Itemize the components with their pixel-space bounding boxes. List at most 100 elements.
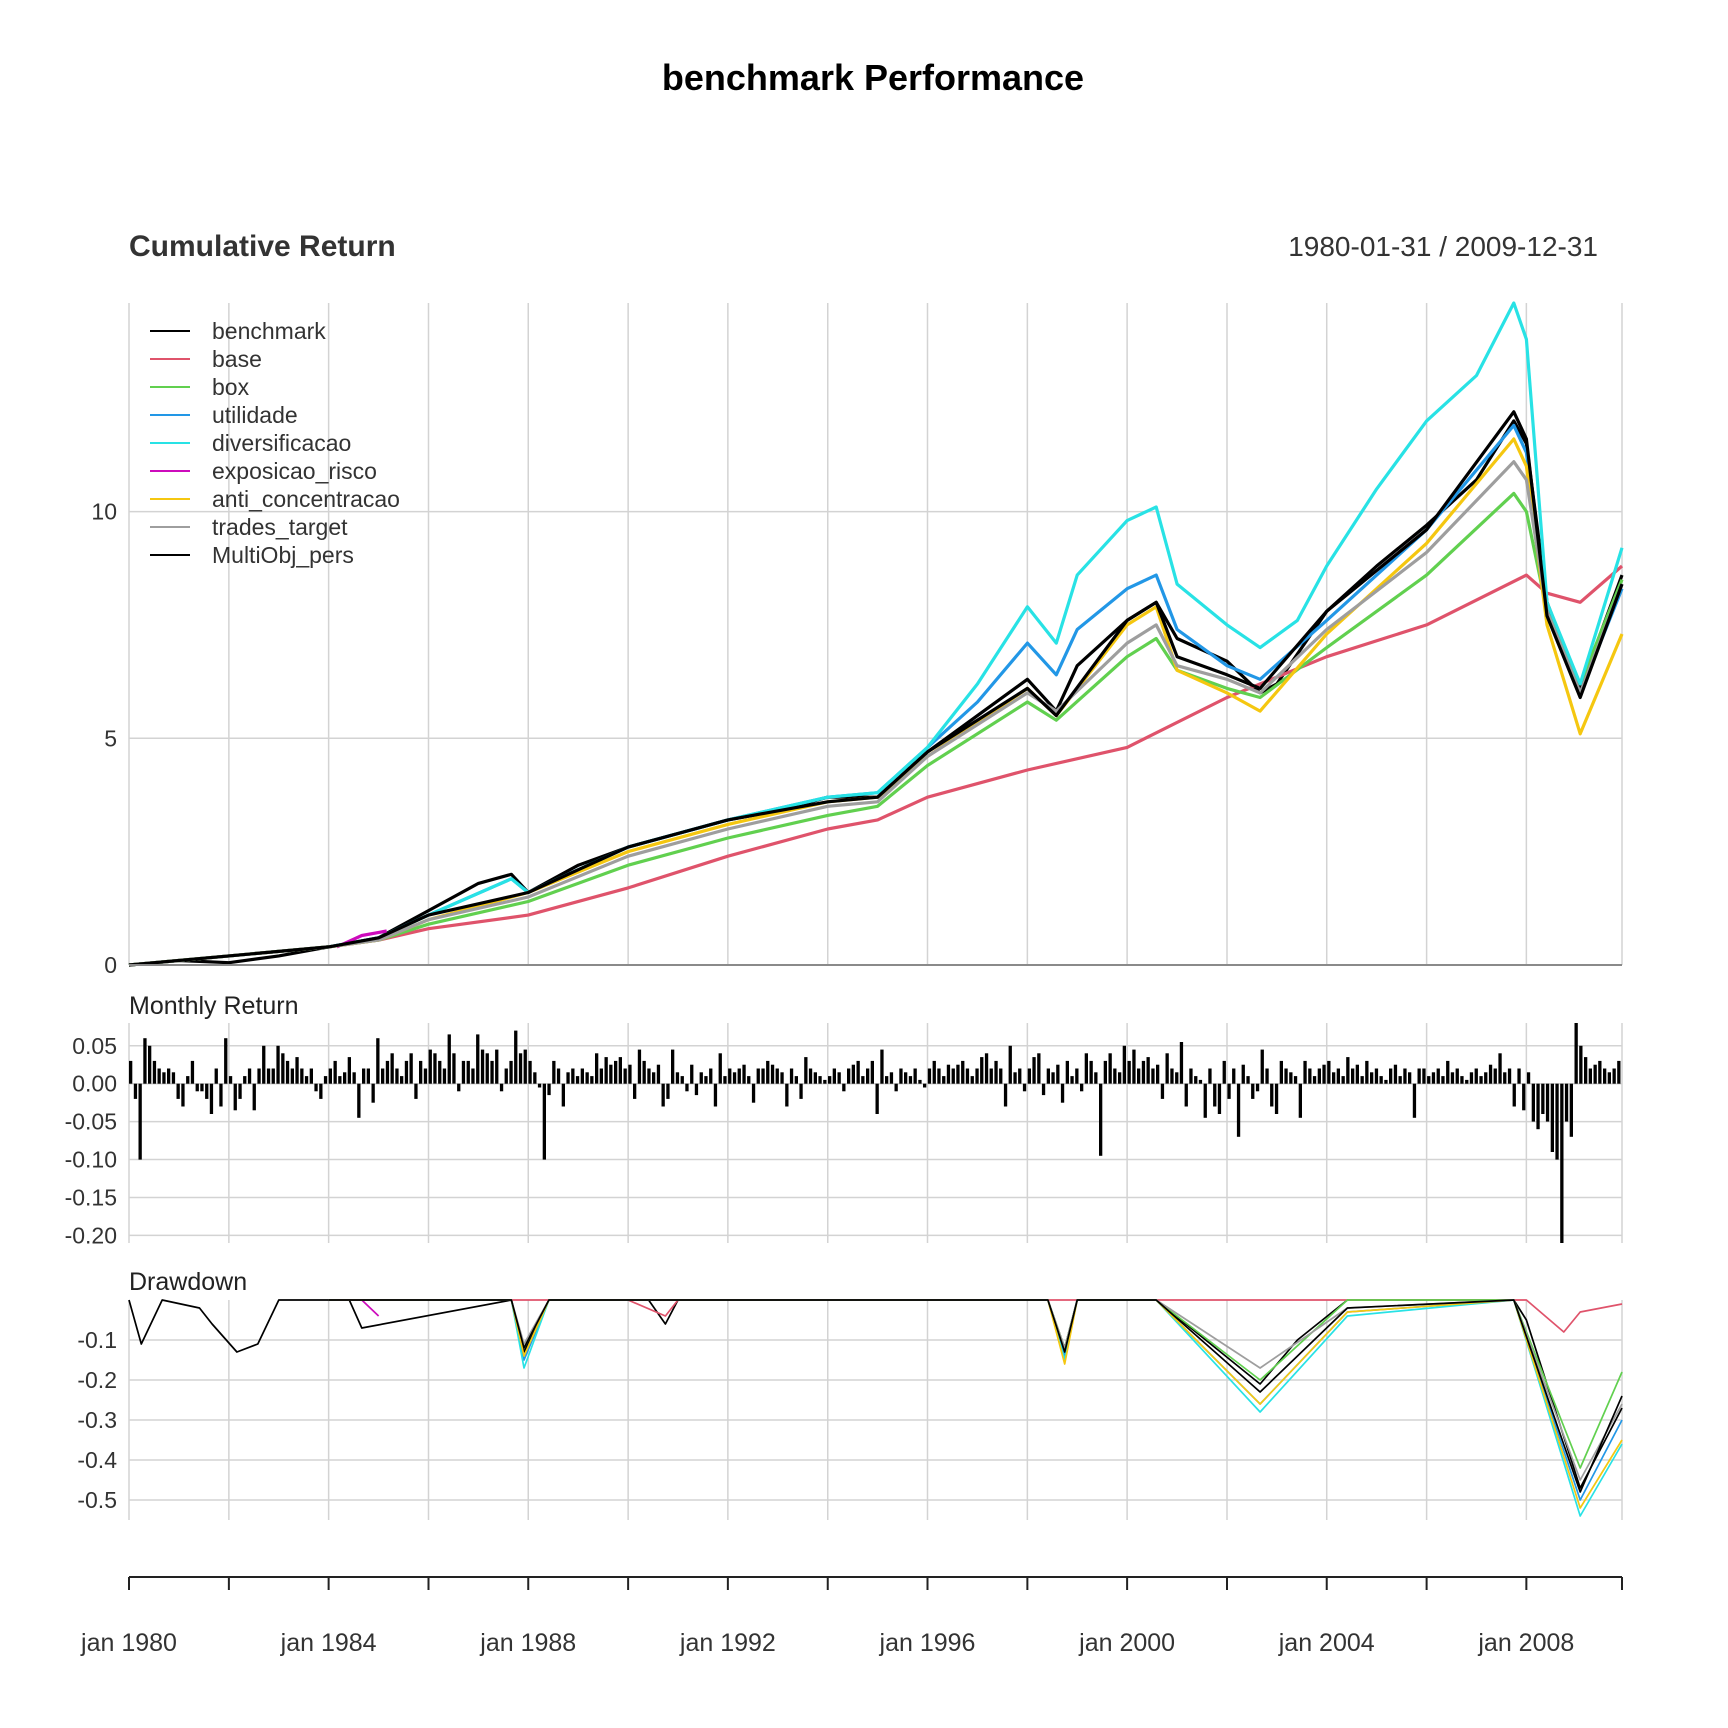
monthly-return-bar [371, 1083, 375, 1103]
monthly-return-bar [1037, 1053, 1041, 1084]
monthly-return-bar [647, 1068, 651, 1084]
monthly-return-bar [984, 1053, 989, 1084]
monthly-return-bar [661, 1083, 665, 1107]
monthly-return-bar [875, 1083, 879, 1114]
monthly-return-bar [1526, 1072, 1531, 1084]
monthly-return-bar [975, 1068, 979, 1084]
monthly-return-bar [637, 1049, 642, 1084]
monthly-return-bar [1446, 1060, 1450, 1084]
monthly-return-bar [1113, 1068, 1117, 1084]
monthly-return-bar [1474, 1068, 1478, 1084]
monthly-return-bar [1122, 1045, 1126, 1084]
monthly-return-bar [723, 1076, 727, 1084]
monthly-return-bar [808, 1068, 813, 1084]
monthly-return-bar [556, 1068, 561, 1084]
monthly-return-bar [490, 1060, 494, 1084]
monthly-return-bar [671, 1049, 675, 1084]
monthly-return-bar [628, 1064, 632, 1084]
monthly-return-bar [885, 1076, 889, 1084]
series-line-anti-concentracao [328, 1299, 1623, 1509]
series-line-diversificacao [128, 301, 1624, 967]
monthly-return-bar [343, 1072, 347, 1084]
monthly-return-bar [942, 1076, 946, 1084]
monthly-return-bar [1436, 1068, 1440, 1084]
monthly-return-bar [1089, 1060, 1093, 1084]
monthly-return-bar [609, 1064, 613, 1084]
monthly-return-bar [533, 1072, 537, 1084]
monthly-return-bar [1403, 1068, 1407, 1084]
monthly-return-bar [889, 1072, 894, 1084]
monthly-return-bar [1232, 1068, 1236, 1084]
monthly-return-bar [504, 1068, 508, 1084]
x-tick-label: jan 1988 [479, 1629, 576, 1657]
monthly-return-bar [1032, 1057, 1036, 1084]
x-tick-label: jan 1992 [679, 1629, 776, 1657]
monthly-return-bar [419, 1060, 423, 1084]
monthly-return-bar [732, 1072, 737, 1084]
monthly-return-bar [362, 1068, 366, 1084]
monthly-return-bar [1393, 1064, 1398, 1084]
monthly-return-bar [918, 1079, 922, 1084]
monthly-return-bar [133, 1083, 138, 1099]
monthly-return-bar [642, 1060, 646, 1084]
monthly-return-bar [243, 1076, 247, 1084]
monthly-return-bar [542, 1083, 546, 1160]
monthly-return-bar [718, 1053, 722, 1084]
monthly-return-bar [1208, 1068, 1212, 1084]
monthly-return-bar [1441, 1076, 1445, 1084]
monthly-return-bar [1455, 1068, 1459, 1084]
monthly-return-bar [1284, 1068, 1288, 1084]
monthly-return-bar [989, 1068, 993, 1084]
monthly-return-bar [823, 1079, 827, 1084]
monthly-return-bar [1194, 1076, 1198, 1084]
monthly-return-bar [1289, 1072, 1293, 1084]
monthly-return-bar [1327, 1060, 1331, 1084]
monthly-return-bar [1564, 1083, 1569, 1122]
monthly-return-bar [965, 1068, 970, 1084]
monthly-return-bar [219, 1083, 223, 1107]
monthly-return-bar [314, 1083, 318, 1092]
monthly-return-bar [804, 1057, 808, 1084]
monthly-return-bar [404, 1060, 409, 1084]
monthly-return-bar [618, 1057, 622, 1084]
monthly-return-bar [1198, 1079, 1203, 1084]
monthly-return-bar [1598, 1060, 1602, 1084]
monthly-return-bar [200, 1083, 204, 1092]
monthly-return-bar [518, 1053, 523, 1084]
series-line-multiobj-pers [128, 410, 1624, 967]
monthly-return-bar [1370, 1072, 1374, 1084]
monthly-return-bar [1008, 1045, 1012, 1084]
monthly-return-bar [1579, 1045, 1583, 1084]
monthly-return-bar [694, 1083, 699, 1096]
monthly-return-bar [205, 1083, 209, 1099]
monthly-return-bar [908, 1076, 913, 1084]
monthly-return-bar [633, 1083, 637, 1099]
monthly-return-bar [566, 1072, 570, 1084]
monthly-return-bar [1427, 1076, 1431, 1084]
legend: benchmarkbaseboxutilidadediversificacaoe… [150, 318, 400, 568]
monthly-return-bar [1612, 1068, 1616, 1084]
monthly-return-bar [970, 1076, 974, 1084]
monthly-return-bar [828, 1076, 832, 1084]
monthly-return-bar [328, 1068, 332, 1084]
series-line-multiobj-pers [328, 1299, 1623, 1493]
monthly-return-bar [999, 1068, 1003, 1084]
monthly-return-bar [1507, 1068, 1512, 1084]
legend-label: benchmark [212, 318, 326, 344]
monthly-return-bar [595, 1053, 599, 1084]
monthly-return-bar [761, 1068, 765, 1084]
monthly-return-bar [680, 1076, 684, 1084]
series-line-trades-target [128, 460, 1624, 967]
monthly-return-bar [357, 1083, 361, 1118]
monthly-return-bar [1607, 1072, 1611, 1084]
monthly-return-bar [1003, 1083, 1008, 1107]
monthly-return-bar [1417, 1068, 1421, 1084]
monthly-return-bar [352, 1072, 356, 1084]
monthly-return-bar [252, 1083, 256, 1111]
monthly-return-bar [152, 1060, 157, 1084]
y-tick-label: -0.20 [65, 1222, 117, 1248]
monthly-return-bar [751, 1083, 756, 1103]
monthly-return-bar [442, 1068, 447, 1084]
monthly-return-bar [514, 1030, 518, 1084]
monthly-return-bar [837, 1072, 841, 1084]
